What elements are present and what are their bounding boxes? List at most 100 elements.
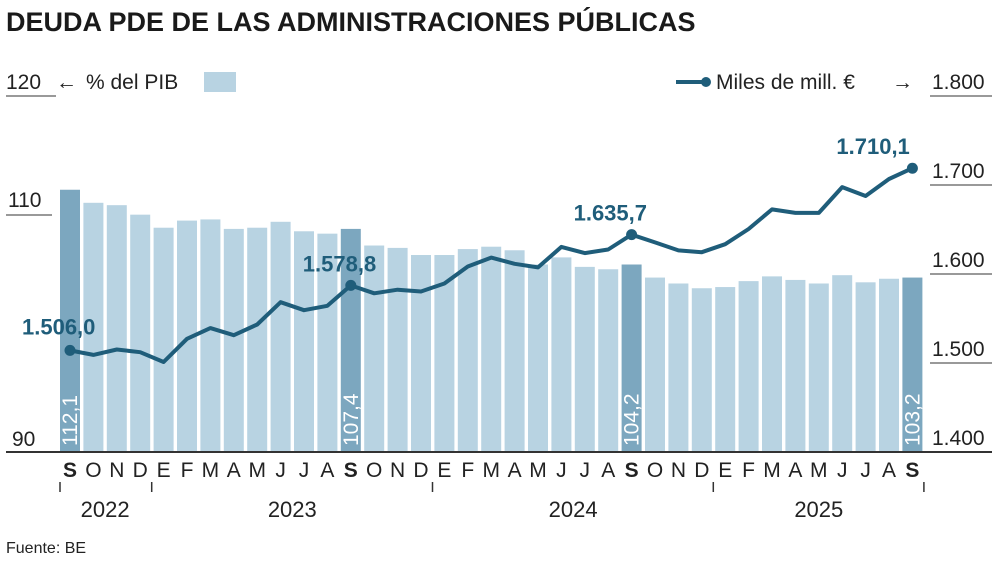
month-label: D — [133, 459, 148, 482]
legend-line-label: Miles de mill. € — [716, 71, 855, 94]
line-annotations: 1.506,0 1.578,8 1.635,7 1.710,1 — [22, 134, 910, 339]
line-annotation-label: 1.710,1 — [836, 134, 909, 159]
month-label: S — [344, 459, 358, 482]
month-label: J — [860, 459, 871, 482]
bar-8 — [247, 227, 268, 452]
bar-21 — [551, 257, 572, 452]
bar-18 — [481, 246, 502, 452]
left-axis: 110 90 — [8, 189, 41, 451]
bar-13 — [364, 245, 385, 452]
year-label: 2023 — [268, 497, 317, 522]
month-label: M — [810, 459, 828, 482]
bar-3 — [130, 214, 151, 452]
month-label: A — [601, 459, 615, 482]
month-label: E — [157, 459, 171, 482]
bar-1 — [83, 202, 104, 452]
month-label: E — [718, 459, 732, 482]
right-axis-arrow: → — [892, 71, 913, 94]
bar-23 — [598, 269, 619, 452]
line-series-path — [68, 166, 915, 364]
bar-28 — [715, 287, 736, 452]
month-label: A — [508, 459, 522, 482]
bar-22 — [574, 266, 595, 452]
chart-title: DEUDA PDE DE LAS ADMINISTRACIONES PÚBLIC… — [6, 6, 696, 37]
bar-33 — [832, 275, 853, 452]
right-axis-tick: 1.700 — [932, 160, 985, 183]
left-axis-tick-top: 120 — [6, 71, 41, 94]
month-label: E — [437, 459, 451, 482]
right-axis-tick: 1.400 — [932, 427, 985, 450]
year-label: 2025 — [794, 497, 843, 522]
bar-10 — [294, 231, 314, 452]
bar-14 — [387, 247, 408, 452]
line-annotation-label: 1.506,0 — [22, 314, 95, 339]
month-label: F — [742, 459, 755, 482]
month-label: S — [625, 459, 639, 482]
bar-35 — [879, 278, 899, 452]
month-label: M — [529, 459, 547, 482]
legend-bar-swatch — [204, 72, 236, 92]
month-label: M — [763, 459, 781, 482]
line-point-24 — [626, 229, 638, 241]
line-annotation-label: 1.578,8 — [303, 251, 376, 276]
line-annotation-points — [64, 162, 918, 356]
month-label: J — [299, 459, 310, 482]
month-label: F — [181, 459, 194, 482]
month-label: D — [413, 459, 428, 482]
left-axis-arrow: ← — [56, 71, 77, 94]
month-label: J — [275, 459, 286, 482]
month-label: S — [63, 459, 77, 482]
legend-line-dot — [701, 77, 711, 87]
month-label: M — [482, 459, 500, 482]
source-note: Fuente: BE — [6, 540, 86, 557]
left-axis-tick: 110 — [8, 189, 41, 212]
bar-29 — [738, 281, 759, 452]
month-label: A — [227, 459, 241, 482]
x-axis-years: 2022 2023 2024 2025 — [59, 482, 925, 522]
month-label: J — [556, 459, 567, 482]
month-label: M — [202, 459, 220, 482]
month-label: D — [694, 459, 709, 482]
bar-26 — [668, 283, 689, 452]
bar-2 — [106, 205, 127, 452]
line-point-36 — [906, 162, 918, 174]
legend: 120 ← % del PIB Miles de mill. € → 1.800 — [6, 71, 985, 94]
bar-11 — [317, 233, 338, 452]
month-label: F — [461, 459, 474, 482]
right-axis-tick: 1.600 — [932, 249, 985, 272]
month-label: A — [882, 459, 896, 482]
month-label: O — [647, 459, 663, 482]
bar-19 — [504, 250, 525, 452]
left-axis-tick: 90 — [12, 428, 35, 451]
month-label: A — [788, 459, 802, 482]
bar-value-label: 103,2 — [901, 393, 924, 446]
month-label: N — [390, 459, 405, 482]
right-axis: 1.700 1.600 1.500 1.400 — [932, 160, 985, 450]
bar-labels: 112,1 107,4 104,2 103,2 — [59, 393, 924, 446]
bar-25 — [645, 277, 665, 452]
month-label: S — [905, 459, 919, 482]
year-label: 2024 — [549, 497, 598, 522]
bar-17 — [457, 249, 478, 452]
bar-6 — [200, 219, 221, 452]
right-axis-tick: 1.500 — [932, 338, 985, 361]
line-point-0 — [64, 344, 76, 356]
line-point-12 — [345, 279, 357, 291]
bar-7 — [223, 228, 244, 452]
month-label: N — [109, 459, 124, 482]
month-label: J — [837, 459, 848, 482]
bar-32 — [808, 283, 829, 452]
bar-16 — [434, 255, 455, 452]
month-label: J — [580, 459, 591, 482]
bar-15 — [411, 255, 431, 452]
bar-series — [60, 189, 923, 452]
bar-5 — [177, 220, 197, 452]
legend-bar-label: % del PIB — [86, 71, 178, 94]
line-annotation-label: 1.635,7 — [574, 201, 647, 226]
month-label: N — [671, 459, 686, 482]
bar-value-label: 112,1 — [59, 395, 82, 446]
bar-20 — [528, 264, 548, 452]
year-label: 2022 — [81, 497, 130, 522]
